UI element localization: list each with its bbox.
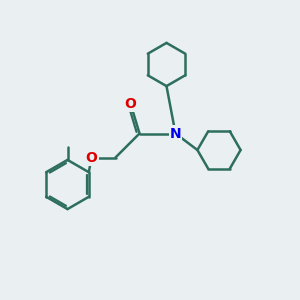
Text: O: O <box>124 97 136 110</box>
Text: O: O <box>85 151 98 164</box>
Text: N: N <box>170 127 181 140</box>
